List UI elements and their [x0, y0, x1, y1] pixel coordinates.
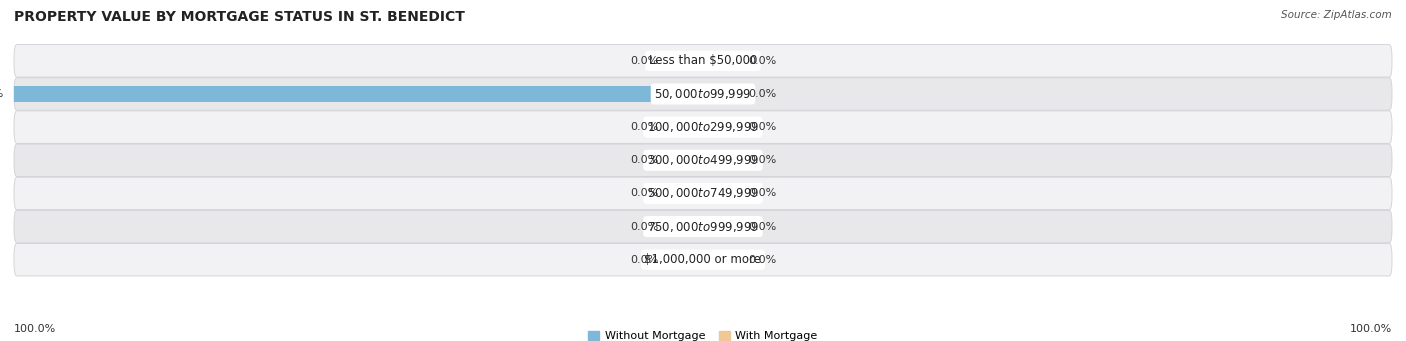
Text: $300,000 to $499,999: $300,000 to $499,999	[647, 153, 759, 167]
FancyBboxPatch shape	[14, 111, 1392, 143]
Text: PROPERTY VALUE BY MORTGAGE STATUS IN ST. BENEDICT: PROPERTY VALUE BY MORTGAGE STATUS IN ST.…	[14, 10, 465, 24]
Text: $500,000 to $749,999: $500,000 to $749,999	[647, 187, 759, 201]
FancyBboxPatch shape	[14, 45, 1392, 77]
Text: 0.0%: 0.0%	[630, 56, 658, 66]
Legend: Without Mortgage, With Mortgage: Without Mortgage, With Mortgage	[583, 327, 823, 341]
Text: 0.0%: 0.0%	[630, 255, 658, 265]
Bar	[703, 119, 738, 135]
Bar	[703, 86, 738, 102]
Text: $1,000,000 or more: $1,000,000 or more	[644, 253, 762, 266]
FancyBboxPatch shape	[14, 210, 1392, 243]
Text: 0.0%: 0.0%	[630, 222, 658, 232]
Text: 0.0%: 0.0%	[748, 189, 776, 198]
Text: 0.0%: 0.0%	[748, 89, 776, 99]
Text: 0.0%: 0.0%	[748, 222, 776, 232]
Bar	[14, 86, 703, 102]
FancyBboxPatch shape	[14, 243, 1392, 276]
Bar	[669, 219, 703, 234]
FancyBboxPatch shape	[14, 78, 1392, 110]
FancyBboxPatch shape	[14, 144, 1392, 177]
Bar	[703, 186, 738, 201]
Bar	[669, 152, 703, 168]
Text: 0.0%: 0.0%	[630, 155, 658, 165]
Text: 0.0%: 0.0%	[748, 155, 776, 165]
Text: $50,000 to $99,999: $50,000 to $99,999	[654, 87, 752, 101]
Text: Less than $50,000: Less than $50,000	[648, 54, 758, 67]
Text: $750,000 to $999,999: $750,000 to $999,999	[647, 220, 759, 234]
Text: 100.0%: 100.0%	[0, 89, 4, 99]
Text: 0.0%: 0.0%	[748, 56, 776, 66]
Text: $100,000 to $299,999: $100,000 to $299,999	[647, 120, 759, 134]
Text: 100.0%: 100.0%	[1350, 324, 1392, 334]
Text: 0.0%: 0.0%	[630, 189, 658, 198]
Bar	[669, 53, 703, 69]
Text: 100.0%: 100.0%	[14, 324, 56, 334]
Text: Source: ZipAtlas.com: Source: ZipAtlas.com	[1281, 10, 1392, 20]
Bar	[703, 152, 738, 168]
Bar	[703, 219, 738, 234]
Bar	[703, 53, 738, 69]
Text: 0.0%: 0.0%	[748, 255, 776, 265]
Text: 0.0%: 0.0%	[630, 122, 658, 132]
Text: 0.0%: 0.0%	[748, 122, 776, 132]
FancyBboxPatch shape	[14, 177, 1392, 210]
Bar	[669, 186, 703, 201]
Bar	[669, 119, 703, 135]
Bar	[669, 252, 703, 267]
Bar	[703, 252, 738, 267]
